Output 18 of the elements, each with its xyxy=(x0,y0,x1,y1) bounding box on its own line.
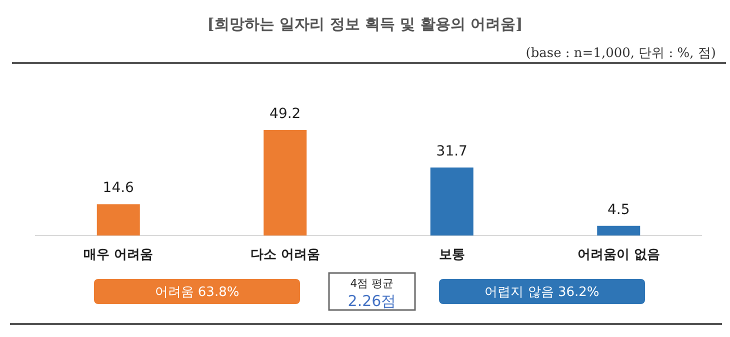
bar xyxy=(597,226,640,236)
chart-title: [희망하는 일자리 정보 획득 및 활용의 어려움] xyxy=(207,15,523,33)
data-label: 49.2 xyxy=(270,106,301,122)
text: 2.26점 xyxy=(348,292,396,310)
chart-subtitle: (base : n=1,000, 단위 : %, 점) xyxy=(526,46,716,61)
text: 어렵지 않음 36.2% xyxy=(484,285,600,300)
data-label: 4.5 xyxy=(607,202,630,218)
data-label: 31.7 xyxy=(436,144,468,160)
text: 어려움 63.8% xyxy=(154,285,240,300)
x-tick-label: 어려움이 없음 xyxy=(577,248,660,262)
x-tick-label: 다소 어려움 xyxy=(250,248,320,262)
text: 4점 평균 xyxy=(350,277,394,290)
bar xyxy=(430,168,474,236)
x-tick-label: 매우 어려움 xyxy=(84,248,154,262)
bar xyxy=(96,204,140,236)
x-tick-label: 보통 xyxy=(438,248,465,262)
data-label: 14.6 xyxy=(102,180,134,196)
bar xyxy=(264,130,307,236)
